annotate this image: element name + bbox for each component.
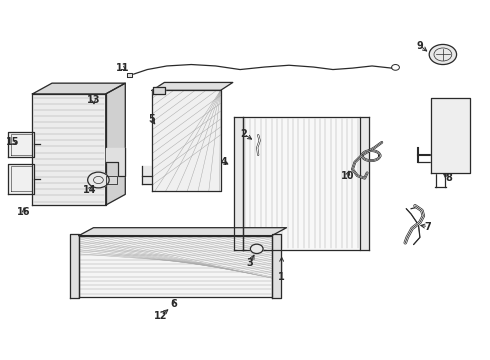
Polygon shape bbox=[153, 87, 165, 94]
Polygon shape bbox=[79, 235, 272, 297]
Text: 7: 7 bbox=[425, 222, 432, 231]
Text: 9: 9 bbox=[416, 41, 423, 50]
Polygon shape bbox=[127, 73, 132, 77]
Polygon shape bbox=[79, 228, 287, 235]
Text: 11: 11 bbox=[116, 63, 129, 73]
Text: 6: 6 bbox=[171, 299, 177, 309]
Text: 1: 1 bbox=[278, 272, 285, 282]
Polygon shape bbox=[32, 94, 106, 205]
Text: 13: 13 bbox=[87, 95, 100, 105]
Polygon shape bbox=[106, 83, 125, 205]
Text: 5: 5 bbox=[148, 114, 154, 124]
Polygon shape bbox=[272, 234, 281, 298]
Polygon shape bbox=[152, 90, 220, 191]
Polygon shape bbox=[360, 117, 368, 250]
Text: 10: 10 bbox=[341, 171, 354, 181]
Polygon shape bbox=[70, 234, 79, 298]
Text: 15: 15 bbox=[6, 138, 20, 147]
Polygon shape bbox=[152, 82, 233, 90]
Text: 2: 2 bbox=[241, 129, 247, 139]
Circle shape bbox=[250, 244, 263, 253]
Polygon shape bbox=[234, 117, 243, 250]
Text: 4: 4 bbox=[220, 157, 227, 167]
Polygon shape bbox=[106, 148, 125, 176]
Text: 8: 8 bbox=[446, 173, 453, 183]
Polygon shape bbox=[8, 132, 34, 157]
Polygon shape bbox=[8, 164, 34, 194]
Polygon shape bbox=[32, 83, 125, 94]
Text: 16: 16 bbox=[18, 207, 31, 217]
Text: 14: 14 bbox=[83, 185, 97, 195]
Polygon shape bbox=[243, 117, 360, 250]
Polygon shape bbox=[106, 176, 117, 184]
Text: 3: 3 bbox=[246, 258, 253, 268]
Circle shape bbox=[88, 172, 109, 188]
Polygon shape bbox=[143, 166, 152, 184]
Text: 12: 12 bbox=[154, 311, 168, 320]
Polygon shape bbox=[431, 98, 470, 173]
Circle shape bbox=[429, 44, 457, 64]
